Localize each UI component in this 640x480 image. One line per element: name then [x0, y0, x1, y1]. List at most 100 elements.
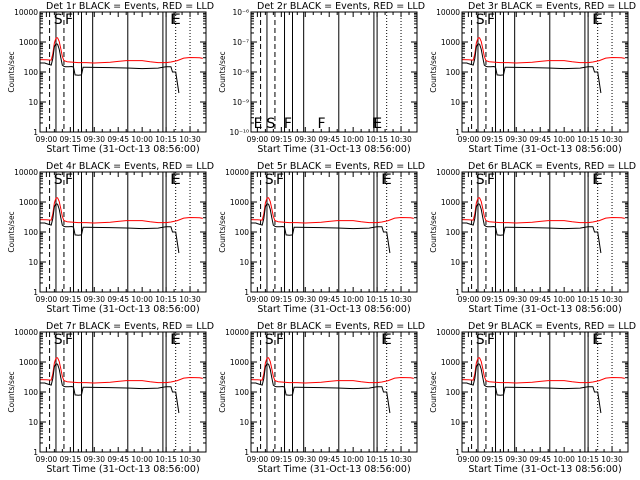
x-tick-label: 10:00: [131, 295, 153, 304]
panel-title: Det 7r BLACK = Events, RED = LLD: [46, 321, 214, 332]
interval-marker-s: S: [54, 172, 63, 188]
x-tick-label: 09:30: [83, 135, 105, 144]
interval-marker-f: F: [381, 172, 389, 188]
lld-series-line: [39, 197, 203, 224]
y-tick-label: 10⁻¹⁰: [229, 128, 249, 137]
interval-marker-e: E: [594, 172, 603, 188]
x-tick-label: 10:15: [155, 295, 177, 304]
events-series-line: [251, 203, 391, 254]
y-axis-label: Counts/sec: [218, 51, 227, 92]
x-tick-label: 10:00: [342, 295, 364, 304]
y-tick-label: 10⁻⁷: [232, 38, 249, 47]
x-tick-label: 10:00: [553, 455, 575, 464]
y-tick-label: 10000: [436, 8, 460, 17]
y-axis-label: Counts/sec: [429, 51, 438, 92]
events-series-line: [40, 43, 180, 94]
x-tick-label: 09:00: [458, 295, 480, 304]
x-tick-label: 10:00: [342, 455, 364, 464]
interval-marker-f: F: [276, 172, 284, 188]
x-tick-label: 09:45: [107, 455, 129, 464]
x-tick-label: 10:15: [366, 135, 388, 144]
x-tick-label: 09:30: [505, 455, 527, 464]
x-tick-label: 09:00: [247, 295, 269, 304]
x-tick-label: 09:45: [318, 455, 340, 464]
interval-marker-e: E: [172, 332, 181, 348]
x-tick-label: 09:45: [529, 135, 551, 144]
y-tick-label: 1000: [441, 38, 460, 47]
interval-marker-f: F: [65, 172, 73, 188]
plot-frame: [461, 331, 629, 453]
x-tick-label: 09:30: [505, 295, 527, 304]
x-tick-label: 10:30: [390, 295, 412, 304]
y-tick-label: 100: [235, 388, 250, 397]
x-axis-label: Start Time (31-Oct-13 08:56:00): [46, 144, 199, 155]
interval-marker-s: S: [476, 172, 485, 188]
interval-marker-f: F: [487, 332, 495, 348]
panel-title: Det 3r BLACK = Events, RED = LLD: [468, 1, 636, 12]
y-tick-label: 10000: [436, 328, 460, 337]
plot-frame: [39, 331, 207, 453]
x-axis-label: Start Time (31-Oct-13 08:56:00): [257, 464, 410, 475]
y-tick-label: 10000: [14, 168, 38, 177]
y-tick-label: 1: [33, 128, 38, 137]
interval-marker-s: S: [476, 332, 485, 348]
x-axis-label: Start Time (31-Oct-13 08:56:00): [257, 304, 410, 315]
y-tick-label: 10: [28, 258, 38, 267]
interval-marker-e: E: [172, 12, 181, 28]
plot-frame: [250, 171, 418, 293]
plot-frame: [461, 171, 629, 293]
x-tick-label: 09:45: [529, 295, 551, 304]
y-axis-label: Counts/sec: [218, 211, 227, 252]
events-series-line: [462, 203, 602, 254]
x-tick-label: 10:15: [366, 455, 388, 464]
x-tick-label: 09:15: [482, 455, 504, 464]
y-tick-label: 1: [244, 448, 249, 457]
y-tick-label: 100: [24, 228, 39, 237]
y-tick-label: 10: [450, 418, 460, 427]
y-tick-label: 100: [24, 68, 39, 77]
x-tick-label: 10:15: [577, 135, 599, 144]
x-tick-label: 10:15: [577, 455, 599, 464]
interval-marker-f: F: [592, 12, 600, 28]
interval-marker-f: F: [284, 116, 292, 132]
x-tick-label: 10:00: [131, 135, 153, 144]
x-tick-label: 10:15: [155, 135, 177, 144]
interval-marker-f: F: [487, 12, 495, 28]
x-tick-label: 09:15: [60, 295, 82, 304]
interval-marker-e: E: [594, 12, 603, 28]
x-tick-label: 09:15: [482, 135, 504, 144]
x-tick-label: 09:15: [60, 135, 82, 144]
x-tick-label: 09:30: [294, 295, 316, 304]
interval-marker-f: F: [487, 172, 495, 188]
interval-marker-f: F: [170, 332, 178, 348]
x-tick-label: 09:45: [107, 135, 129, 144]
panel-title: Det 9r BLACK = Events, RED = LLD: [468, 321, 636, 332]
x-tick-label: 09:30: [294, 135, 316, 144]
x-tick-label: 09:30: [83, 455, 105, 464]
interval-marker-s: S: [54, 12, 63, 28]
plot-frame: [39, 11, 207, 133]
y-tick-label: 10: [28, 418, 38, 427]
interval-marker-f: F: [276, 332, 284, 348]
events-series-line: [462, 363, 602, 414]
lld-series-line: [461, 197, 625, 224]
plot-frame: [461, 11, 629, 133]
lld-series-line: [461, 37, 625, 64]
panel-title: Det 2r BLACK = Events, RED = LLD: [257, 1, 425, 12]
interval-marker-f: F: [65, 332, 73, 348]
events-series-line: [462, 43, 602, 94]
x-tick-label: 09:45: [318, 135, 340, 144]
x-tick-label: 10:30: [390, 135, 412, 144]
x-tick-label: 09:45: [529, 455, 551, 464]
panel-title: Det 8r BLACK = Events, RED = LLD: [257, 321, 425, 332]
interval-marker-e: E: [383, 172, 392, 188]
y-tick-label: 100: [235, 228, 250, 237]
x-tick-label: 10:30: [601, 295, 623, 304]
x-tick-label: 09:15: [271, 295, 293, 304]
x-tick-label: 09:30: [294, 455, 316, 464]
x-tick-label: 10:00: [553, 135, 575, 144]
